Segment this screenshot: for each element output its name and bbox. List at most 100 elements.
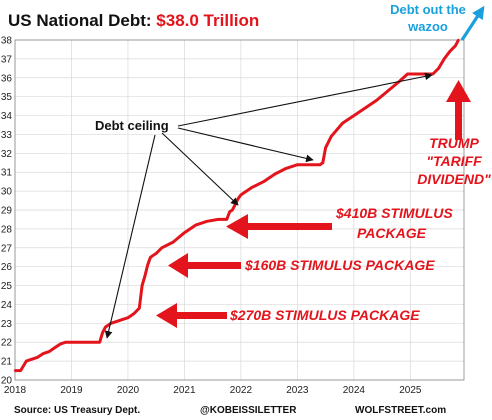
debt-data-point: [104, 325, 107, 329]
debt-data-point: [318, 163, 322, 166]
trump-label-line2: "TARIFF: [426, 153, 482, 169]
debt-data-point: [352, 114, 356, 117]
debt-data-point: [194, 223, 197, 227]
debt-data-point: [330, 135, 333, 138]
debt-data-point: [217, 218, 220, 221]
x-tick-label: 2019: [60, 385, 83, 396]
y-tick-label: 29: [1, 206, 13, 217]
debt-data-point: [375, 99, 378, 102]
debt-data-point: [386, 89, 389, 93]
x-axis-ticks: 2018 2019 2020 2021 2022 2023 2024 2025: [4, 385, 422, 396]
x-tick-label: 2025: [399, 385, 422, 396]
x-tick-label: 2024: [343, 385, 366, 396]
y-tick-label: 22: [1, 338, 13, 349]
debt-data-point: [296, 163, 299, 166]
debt-data-point: [454, 44, 457, 47]
debt-data-point: [183, 231, 186, 234]
debt-data-point: [81, 341, 84, 344]
series-layer: [13, 38, 460, 373]
debt-data-point: [228, 210, 231, 214]
debt-data-point: [19, 369, 22, 372]
debt-data-point: [251, 186, 254, 189]
debt-data-point: [321, 161, 325, 164]
trump-arrow: [446, 80, 471, 140]
debt-data-point: [36, 356, 39, 359]
debt-data-point: [160, 246, 164, 249]
debt-data-point: [443, 57, 446, 61]
y-tick-label: 31: [1, 168, 13, 179]
debt-data-point: [324, 146, 327, 149]
debt-data-point: [47, 350, 51, 353]
debt-data-point: [437, 67, 440, 70]
debt-data-point: [225, 218, 228, 221]
debt-data-point: [205, 220, 209, 223]
wazoo-label-line2: wazoo: [407, 19, 448, 34]
y-axis-ticks: 20 21 22 23 24 25 26 27 28 29 30 31 32 33 34 35 36 37 38: [1, 36, 13, 387]
debt-data-point: [58, 342, 62, 346]
debt-data-point: [87, 341, 90, 344]
debt-data-point: [273, 172, 276, 176]
x-tick-label: 2023: [286, 385, 309, 396]
handle-label: @KOBEISSILETTER: [200, 405, 297, 416]
y-tick-label: 36: [1, 73, 13, 84]
debt-data-point: [262, 180, 265, 183]
y-tick-label: 26: [1, 262, 13, 273]
debt-data-point: [126, 316, 130, 319]
debt-data-point: [152, 254, 155, 257]
debt-data-point: [70, 341, 73, 344]
debt-data-point: [406, 72, 409, 76]
x-tick-label: 2020: [117, 385, 140, 396]
debt-data-point: [140, 284, 144, 287]
stimulus-160-label: $160B STIMULUS PACKAGE: [244, 257, 435, 273]
debt-data-point: [239, 193, 243, 197]
stimulus-410-label-line1: $410B STIMULUS: [335, 205, 453, 221]
y-tick-label: 27: [1, 243, 13, 254]
wazoo-arrow: [460, 5, 485, 41]
x-tick-label: 2021: [173, 385, 196, 396]
debt-data-point: [101, 331, 104, 334]
debt-data-point: [146, 263, 149, 266]
debt-data-point: [132, 312, 135, 316]
debt-data-point: [149, 256, 152, 259]
debt-data-point: [75, 341, 79, 344]
debt-data-point: [363, 106, 367, 110]
debt-data-point: [431, 72, 435, 76]
y-tick-label: 23: [1, 319, 13, 330]
debt-ceiling-arrows: [104, 72, 433, 339]
debt-data-point: [154, 252, 158, 255]
y-tick-label: 28: [1, 224, 13, 235]
debt-data-point: [98, 341, 101, 344]
debt-data-point: [92, 341, 96, 344]
debt-data-point: [13, 369, 17, 372]
plot-frame: [14, 39, 465, 381]
stimulus-410-arrow: [226, 214, 332, 239]
trump-label-line1: TRUMP: [429, 135, 479, 151]
debt-data-point: [307, 163, 310, 166]
debt-data-point: [143, 274, 147, 278]
trump-label-line3: DIVIDEND": [417, 171, 491, 187]
y-tick-label: 37: [1, 54, 13, 65]
site-label: WOLFSTREET.com: [355, 405, 446, 416]
debt-data-point: [236, 197, 240, 200]
debt-data-point: [341, 121, 344, 125]
y-tick-label: 30: [1, 187, 13, 198]
debt-data-point: [448, 50, 452, 53]
stimulus-270-label: $270B STIMULUS PACKAGE: [229, 307, 420, 323]
debt-ceiling-label: Debt ceiling: [95, 118, 169, 133]
debt-data-point: [420, 72, 423, 76]
y-tick-label: 35: [1, 92, 13, 103]
y-tick-label: 21: [1, 357, 13, 368]
debt-data-point: [115, 320, 118, 323]
debt-data-point: [138, 307, 141, 310]
y-tick-label: 34: [1, 111, 13, 122]
debt-data-point: [121, 318, 124, 321]
y-tick-label: 25: [1, 281, 13, 292]
debt-data-point: [457, 38, 460, 42]
x-tick-label: 2018: [4, 385, 27, 396]
x-tick-label: 2022: [230, 385, 253, 396]
chart-title: US National Debt: $38.0 Trillion: [8, 11, 259, 30]
debt-data-point: [30, 358, 34, 361]
debt-data-point: [42, 352, 45, 355]
y-tick-label: 38: [1, 36, 13, 47]
